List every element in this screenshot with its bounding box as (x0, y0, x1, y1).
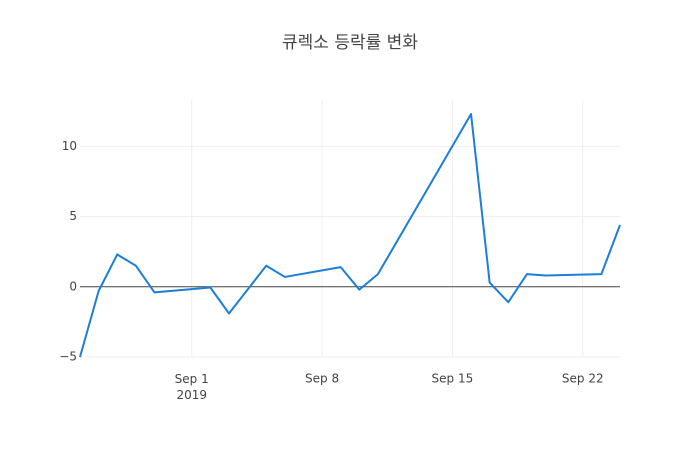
chart-title: 큐렉소 등락률 변화 (282, 33, 418, 53)
x-tick-label: Sep 1 2019 (175, 372, 209, 402)
y-tick-label: 10 (62, 139, 77, 153)
line-series (79, 113, 621, 358)
y-tick-label: −5 (59, 350, 77, 364)
x-tick-label: Sep 15 (432, 372, 474, 386)
y-tick-label: 0 (69, 279, 77, 293)
y-tick-label: 5 (69, 209, 77, 223)
x-tick-label: Sep 22 (562, 372, 604, 386)
x-tick-label: Sep 8 (305, 372, 339, 386)
